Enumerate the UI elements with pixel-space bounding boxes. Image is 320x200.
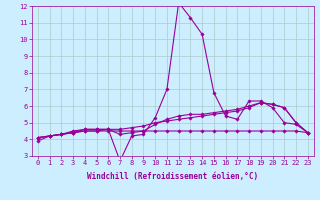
X-axis label: Windchill (Refroidissement éolien,°C): Windchill (Refroidissement éolien,°C) <box>87 172 258 181</box>
